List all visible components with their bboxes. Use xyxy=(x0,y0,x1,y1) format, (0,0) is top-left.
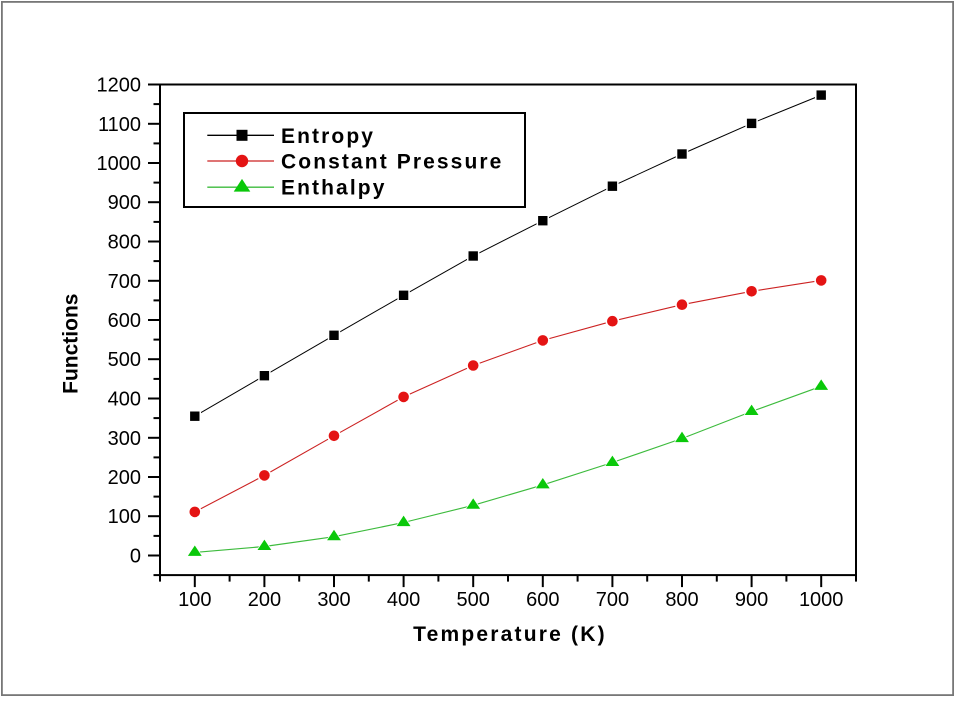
svg-text:1000: 1000 xyxy=(799,589,844,611)
svg-text:900: 900 xyxy=(108,192,141,214)
svg-text:Functions: Functions xyxy=(60,294,83,394)
svg-text:900: 900 xyxy=(735,589,768,611)
svg-text:500: 500 xyxy=(108,349,141,371)
svg-text:Temperature (K): Temperature (K) xyxy=(413,623,607,646)
svg-text:400: 400 xyxy=(387,589,420,611)
svg-text:600: 600 xyxy=(108,310,141,332)
svg-text:1000: 1000 xyxy=(97,153,142,175)
svg-text:300: 300 xyxy=(108,428,141,450)
svg-text:700: 700 xyxy=(596,589,629,611)
svg-text:100: 100 xyxy=(178,589,211,611)
svg-text:500: 500 xyxy=(457,589,490,611)
svg-text:0: 0 xyxy=(130,546,141,568)
svg-text:Constant Pressure: Constant Pressure xyxy=(281,151,503,174)
svg-text:1100: 1100 xyxy=(98,114,141,136)
svg-text:100: 100 xyxy=(108,506,141,528)
svg-text:300: 300 xyxy=(317,589,350,611)
svg-text:200: 200 xyxy=(108,467,141,489)
svg-text:Entropy: Entropy xyxy=(281,125,375,148)
svg-text:400: 400 xyxy=(108,389,141,411)
svg-text:800: 800 xyxy=(108,232,141,254)
svg-text:1200: 1200 xyxy=(97,75,142,97)
svg-text:Enthalpy: Enthalpy xyxy=(281,177,386,200)
svg-text:700: 700 xyxy=(108,271,141,293)
svg-text:600: 600 xyxy=(526,589,559,611)
svg-text:200: 200 xyxy=(248,589,281,611)
svg-text:800: 800 xyxy=(665,589,698,611)
